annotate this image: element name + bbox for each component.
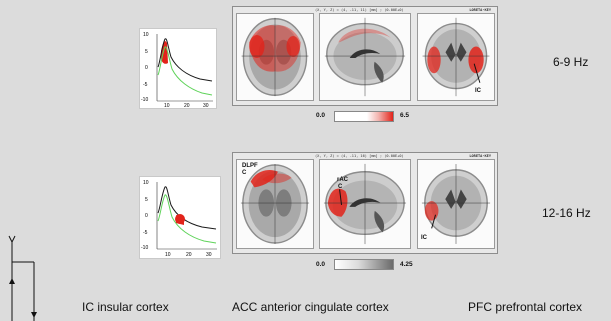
colorbar: [334, 111, 394, 122]
coord-readout: (X, Y, Z) = (4, -11, 11) [mm] ; (0.00E+0…: [315, 8, 404, 12]
spectrum-plot-row1: 10 5 0 -5 -10 10 20 30: [139, 28, 217, 109]
colorbar-max: 4.25: [400, 261, 413, 268]
spectrum-line-black: [157, 38, 213, 82]
annotation-racc-line1: rAC: [337, 177, 349, 183]
panel-header: (X, Y, Z) = (4, -11, 11) [mm] ; (0.00E+0…: [233, 7, 497, 14]
y-tick: 10: [143, 32, 149, 38]
annotation-dlpfc-line2: C: [242, 170, 247, 176]
y-tick: 0: [145, 213, 148, 219]
colorbar-max: 6.5: [400, 112, 410, 119]
sagittal-slice-view: rAC C: [319, 159, 411, 249]
annotation-racc-line2: C: [338, 184, 343, 190]
x-tick: 30: [203, 103, 209, 108]
colorbar-min: 0.0: [316, 261, 326, 268]
y-tick: -10: [141, 245, 148, 251]
x-tick: 10: [164, 103, 170, 108]
spectrum-line-black: [157, 186, 217, 230]
y-tick: 0: [145, 65, 148, 71]
y-tick: 10: [143, 180, 149, 186]
annotation-dlpfc-line1: DLPF: [242, 163, 258, 169]
frequency-label: 6-9 Hz: [553, 55, 589, 69]
coronal-slice-view: IC: [417, 159, 495, 249]
legend-acc: ACC anterior cingulate cortex: [232, 300, 389, 314]
loreta-panel-row2: (X, Y, Z) = (4, -11, 16) [mm] ; (0.00E+0…: [232, 152, 498, 254]
y-tick: 5: [145, 197, 148, 203]
annotation-ic: IC: [421, 235, 427, 241]
x-tick: 30: [206, 252, 212, 258]
sagittal-slice-view: [319, 13, 411, 101]
spectrum-line-green: [157, 46, 213, 96]
y-tick: 5: [145, 49, 148, 55]
x-tick: 20: [186, 252, 192, 258]
annotation-ic: IC: [475, 88, 481, 94]
software-label: LORETA-KEY: [469, 8, 491, 12]
software-label: LORETA-KEY: [469, 154, 491, 158]
frequency-label: 12-16 Hz: [542, 206, 591, 220]
panel-header: (X, Y, Z) = (4, -11, 16) [mm] ; (0.00E+0…: [233, 153, 497, 160]
y-tick: -5: [143, 82, 148, 88]
circuit-icon: [8, 235, 37, 321]
axial-slice-view: DLPF C: [236, 159, 314, 249]
x-tick: 20: [184, 103, 190, 108]
y-tick: -10: [141, 97, 148, 103]
x-tick: 10: [165, 252, 171, 258]
spectrum-plot-row2: 10 5 0 -5 -10 10 20 30: [139, 176, 221, 259]
colorbar-min: 0.0: [316, 112, 326, 119]
loreta-panel-row1: (X, Y, Z) = (4, -11, 11) [mm] ; (0.00E+0…: [232, 6, 498, 106]
coronal-slice-view: IC: [417, 13, 495, 101]
highlight-band: [161, 41, 168, 64]
axial-slice-view: [236, 13, 314, 101]
spectrum-line-green: [157, 194, 217, 244]
colorbar: [334, 259, 394, 270]
legend-pfc: PFC prefrontal cortex: [468, 300, 583, 314]
coord-readout: (X, Y, Z) = (4, -11, 16) [mm] ; (0.00E+0…: [315, 154, 404, 158]
legend-ic: IC insular cortex: [82, 300, 169, 314]
y-tick: -5: [143, 230, 148, 236]
